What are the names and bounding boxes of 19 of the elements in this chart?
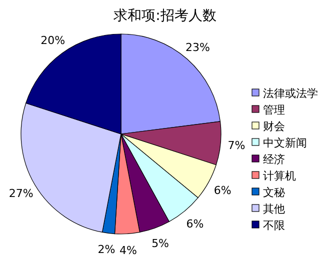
legend-label: 管理 bbox=[263, 104, 285, 116]
chart-title: 求和项:招考人数 bbox=[114, 8, 216, 24]
data-label: 5% bbox=[152, 237, 170, 250]
data-label: 20% bbox=[40, 34, 66, 48]
legend-label: 计算机 bbox=[263, 170, 296, 182]
data-label: 6% bbox=[186, 217, 204, 230]
legend-label: 经济 bbox=[263, 153, 285, 166]
data-label: 2% bbox=[98, 243, 116, 256]
data-label: 7% bbox=[228, 138, 246, 152]
data-label: 4% bbox=[120, 244, 138, 257]
legend-label: 文秘 bbox=[263, 186, 285, 199]
legend-label: 中文新闻 bbox=[263, 136, 307, 150]
data-label: 27% bbox=[8, 187, 34, 200]
legend-label: 财会 bbox=[263, 120, 285, 133]
legend-label: 其他 bbox=[263, 202, 285, 216]
legend-label: 不限 bbox=[263, 219, 285, 232]
data-label: 6% bbox=[214, 184, 232, 197]
data-label: 23% bbox=[185, 40, 210, 54]
legend-label: 法律或法学 bbox=[263, 87, 318, 100]
